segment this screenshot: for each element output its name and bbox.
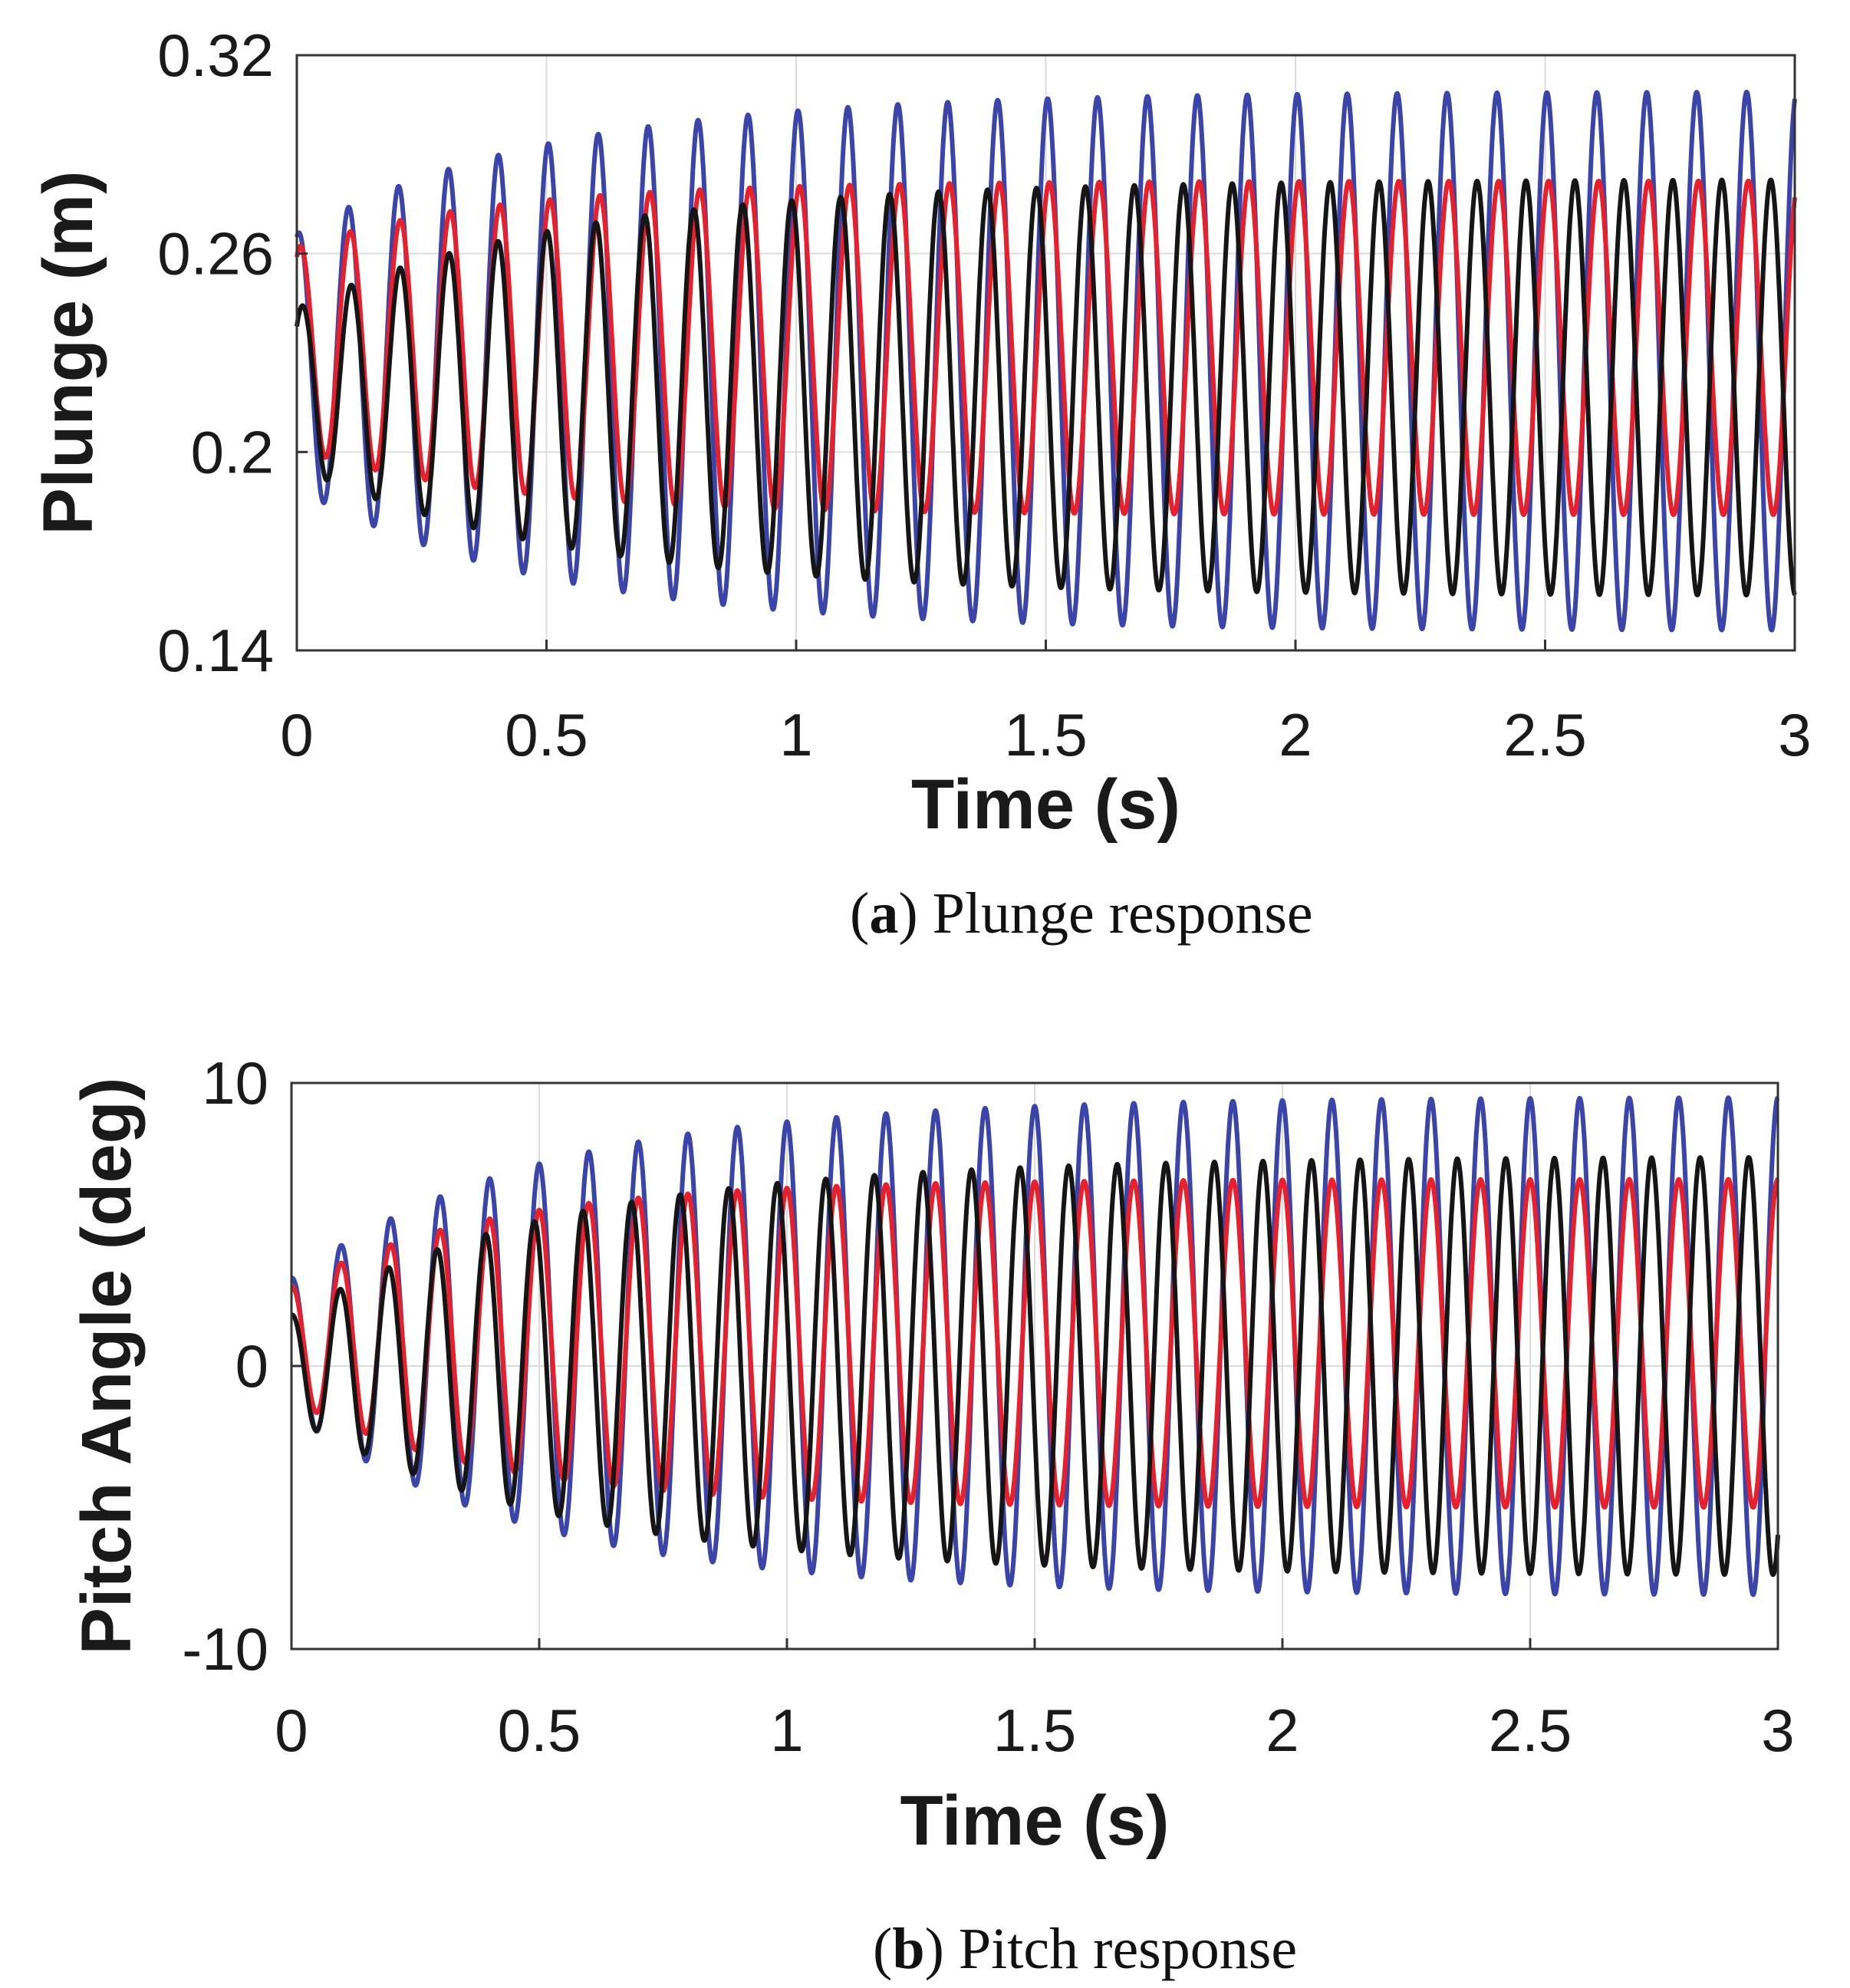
x-tick-label: 3 [1761,1697,1794,1764]
caption-b-text: Pitch response [958,1917,1298,1981]
series-line-red [289,1177,1780,1510]
x-tick-label: 1.5 [993,1697,1076,1764]
y-tick-label: 0.32 [157,21,274,89]
series-line-black [289,1155,1780,1578]
x-tick-label: 0.5 [505,701,588,769]
plunge-panel: 0 0.5 1 1.5 2 2.5 3 0.14 0.2 0.26 0.32 Time (s) Plun… [29,21,1812,844]
y-axis-label: Plunge (m) [29,170,107,535]
series-line-black [295,177,1797,597]
y-tick-label: 10 [202,1049,268,1117]
series-line-red [295,178,1797,518]
y-tick-label: 0.2 [191,418,274,485]
y-axis-label: Pitch Angle (deg) [67,1077,146,1654]
x-tick-label: 2 [1279,701,1312,769]
caption-b: (b) Pitch response [873,1917,1298,1981]
caption-a: (a) Plunge response [850,881,1313,946]
y-tick-label: 0.26 [157,220,274,288]
x-axis-label: Time (s) [911,765,1180,844]
series-line-blue [289,1095,1780,1598]
x-tick-label: 2 [1266,1697,1299,1764]
y-tick-label: 0 [235,1332,268,1400]
x-tick-label: 0 [275,1697,308,1764]
x-tick-label: 1 [779,701,812,769]
x-tick-label: 2.5 [1503,701,1586,769]
series-line-blue [295,90,1797,633]
x-tick-label: 2.5 [1489,1697,1572,1764]
x-tick-label: 1.5 [1004,701,1087,769]
caption-a-letter: a [869,881,899,946]
caption-b-letter: b [892,1917,925,1981]
caption-a-text: Plunge response [932,881,1313,946]
x-axis-label: Time (s) [900,1782,1169,1860]
x-tick-label: 0.5 [498,1697,581,1764]
y-tick-label: -10 [182,1615,268,1683]
x-tick-label: 3 [1778,701,1811,769]
y-tick-label: 0.14 [157,617,274,684]
x-tick-label: 1 [770,1697,803,1764]
x-tick-label: 0 [280,701,313,769]
